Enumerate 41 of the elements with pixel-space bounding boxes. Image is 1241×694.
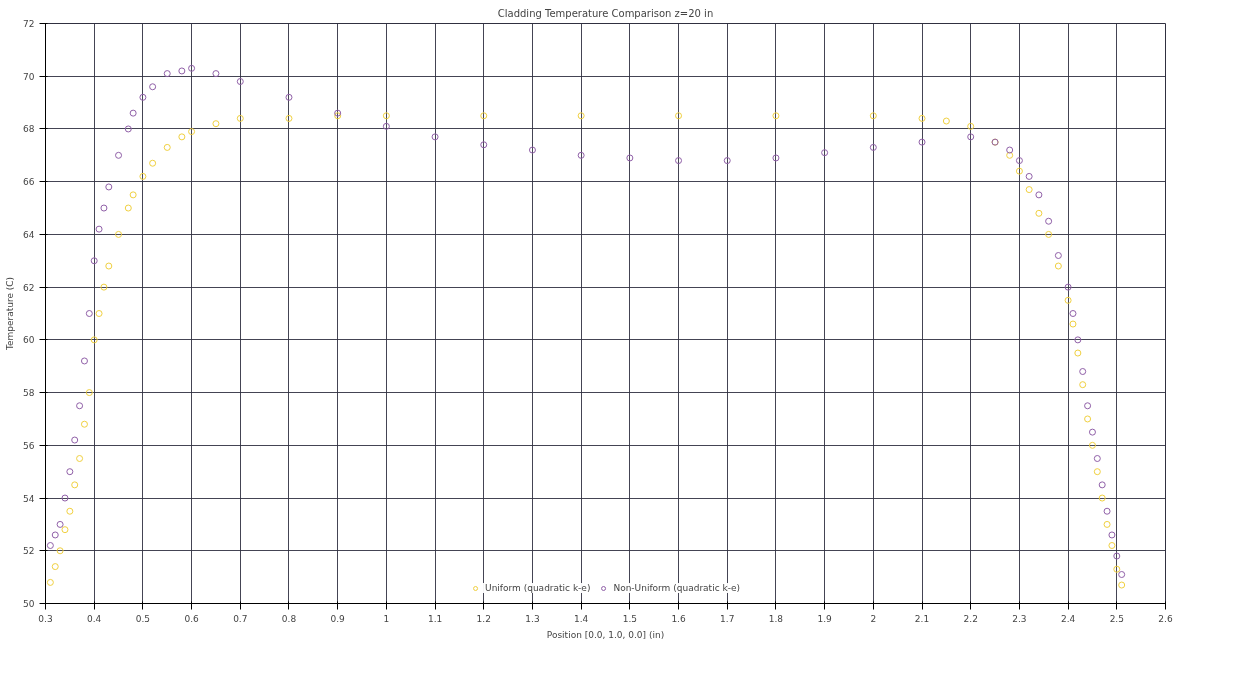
x-tick-label: 1.6 <box>671 613 686 624</box>
y-tick-label: 52 <box>23 546 35 557</box>
x-tick-label: 2.4 <box>1060 613 1076 624</box>
y-axis-title: Temperature (C) <box>5 276 16 352</box>
y-tick-label: 56 <box>23 440 35 451</box>
y-tick-label: 68 <box>23 124 35 135</box>
x-tick-label: 1.8 <box>768 613 784 624</box>
x-tick-label: 2.2 <box>963 613 978 624</box>
x-tick-label: 0.3 <box>38 613 53 624</box>
x-tick-label: 2.1 <box>914 613 930 624</box>
legend-label: Non-Uniform (quadratic k-e) <box>613 583 740 593</box>
x-tick-label: 1.1 <box>427 613 443 624</box>
x-axis-title: Position [0.0, 1.0, 0.0] (in) <box>546 629 665 640</box>
x-tick-label: 0.4 <box>87 613 102 624</box>
x-tick-label: 1.9 <box>817 613 833 624</box>
x-tick-label: 1.4 <box>574 613 589 624</box>
y-tick-label: 60 <box>23 335 35 346</box>
x-tick-label: 1.7 <box>720 613 735 624</box>
y-tick-label: 50 <box>23 599 35 609</box>
x-tick-label: 1.3 <box>525 613 540 624</box>
x-tick-label: 0.7 <box>233 613 248 624</box>
x-tick-label: 0.9 <box>330 613 346 624</box>
x-tick-label: 1.5 <box>622 613 638 624</box>
y-tick-label: 72 <box>23 19 35 29</box>
x-tick-label: 2.3 <box>1012 613 1027 624</box>
y-tick-label: 54 <box>23 493 35 504</box>
y-tick-label: 66 <box>23 177 35 188</box>
y-tick-label: 62 <box>23 282 35 293</box>
x-tick-label: 0.5 <box>135 613 151 624</box>
y-tick-label: 64 <box>23 229 35 240</box>
x-tick-label: 2.5 <box>1109 613 1124 624</box>
x-tick-label: 2.6 <box>1158 613 1173 624</box>
x-tick-label: 1 <box>383 613 390 624</box>
x-tick-label: 1.2 <box>476 613 491 624</box>
y-tick-label: 58 <box>23 388 35 399</box>
x-tick-label: 0.8 <box>281 613 297 624</box>
chart-title: Cladding Temperature Comparison z=20 in <box>497 7 714 19</box>
x-tick-label: 2 <box>870 613 877 624</box>
y-tick-label: 70 <box>23 71 35 82</box>
legend-label: Uniform (quadratic k-e) <box>485 583 591 593</box>
x-tick-label: 0.6 <box>184 613 200 624</box>
